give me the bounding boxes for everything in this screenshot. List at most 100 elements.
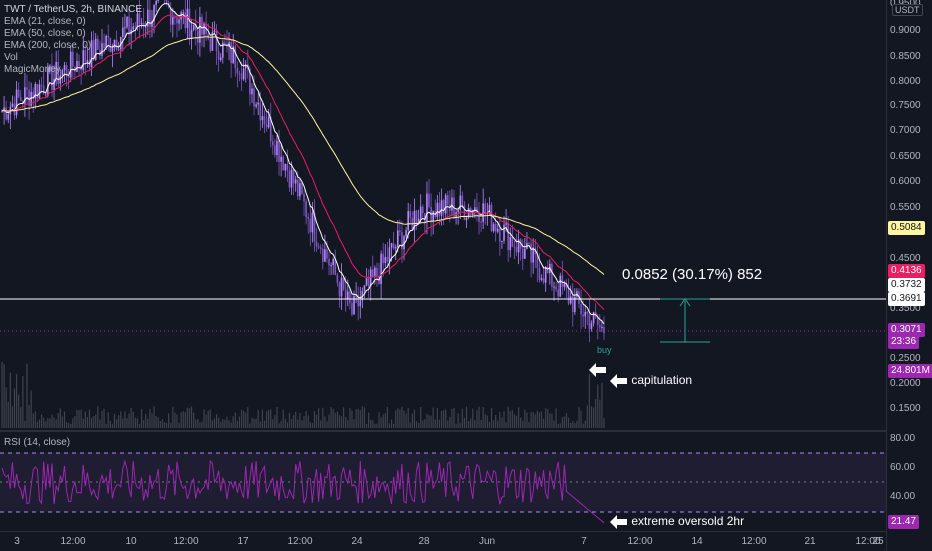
- volume-bar: [126, 418, 128, 428]
- indicator-magicmoney[interactable]: MagicMoney: [4, 64, 61, 75]
- candle-body: [403, 236, 405, 250]
- candle-body: [182, 12, 185, 14]
- candle-body: [521, 248, 524, 259]
- measure-tool[interactable]: [660, 298, 710, 343]
- candle-body: [49, 65, 51, 68]
- volume-bar: [459, 422, 461, 428]
- volume-bar: [322, 407, 324, 428]
- indicator-ema21[interactable]: EMA (21, close, 0): [4, 16, 86, 27]
- candle-body: [405, 230, 407, 237]
- volume-bar: [128, 413, 130, 428]
- candle-body: [351, 303, 353, 315]
- candle-body: [11, 103, 14, 107]
- candle-body: [157, 0, 160, 1]
- volume-bar: [409, 422, 411, 428]
- candle-body: [53, 78, 55, 90]
- volume-bar: [488, 422, 491, 428]
- volume-bar: [136, 418, 138, 428]
- price-tick: 0.5500: [890, 202, 921, 213]
- volume-bar: [40, 414, 43, 428]
- price-tick: 0.8500: [890, 51, 921, 62]
- volume-bar: [26, 363, 28, 428]
- volume-bar: [243, 410, 245, 428]
- time-tick: 12:00: [173, 536, 199, 547]
- volume-bar: [399, 409, 401, 428]
- volume-bar: [507, 406, 509, 428]
- volume-bar: [30, 390, 32, 428]
- volume-bar: [595, 398, 597, 428]
- volume-bar: [597, 384, 599, 428]
- candle-body: [265, 124, 268, 128]
- indicator-ema200[interactable]: EMA (200, close, 0): [4, 40, 92, 51]
- candle-body: [524, 248, 526, 259]
- candle-body: [261, 116, 264, 121]
- volume-bar: [282, 409, 284, 428]
- volume-bar: [436, 408, 438, 428]
- candle-body: [138, 13, 141, 24]
- ema200-price-tag: 0.5084: [888, 221, 925, 235]
- candle-body: [426, 193, 428, 222]
- currency-button[interactable]: USDT: [892, 4, 923, 16]
- candle-body: [384, 256, 387, 264]
- volume-bar: [420, 407, 422, 428]
- volume-bar: [397, 408, 399, 428]
- chart-legend[interactable]: TWT / TetherUS, 2h, BINANCE EMA (21, clo…: [4, 4, 142, 76]
- candle-body: [478, 212, 480, 222]
- candle-body: [249, 68, 251, 95]
- chart-area[interactable]: [0, 0, 886, 531]
- candle-body: [263, 116, 266, 125]
- volume-bar: [3, 364, 5, 428]
- candle-body: [584, 311, 587, 317]
- volume-bar: [478, 406, 480, 428]
- rsi-legend[interactable]: RSI (14, close): [4, 437, 71, 448]
- candle-body: [367, 278, 370, 287]
- candle-body: [274, 145, 276, 155]
- volume-bar: [376, 423, 378, 428]
- candle-body: [176, 17, 178, 24]
- candle-body: [211, 32, 214, 51]
- symbol-title[interactable]: TWT / TetherUS, 2h, BINANCE: [4, 4, 143, 15]
- candle-body: [305, 201, 307, 218]
- volume-bar: [415, 421, 418, 428]
- volume-bar: [484, 413, 486, 428]
- volume-bar: [355, 409, 357, 428]
- candle-body: [546, 266, 549, 274]
- indicator-ema50[interactable]: EMA (50, close, 0): [4, 28, 86, 39]
- candle-body: [142, 22, 145, 27]
- volume-bar: [201, 421, 203, 428]
- volume-bar: [203, 409, 205, 428]
- volume-bar: [45, 421, 47, 428]
- indicator-volume[interactable]: Vol: [4, 52, 18, 63]
- volume-bar: [253, 418, 255, 428]
- candle-body: [324, 249, 326, 262]
- candle-body: [301, 183, 303, 195]
- candle-body: [296, 179, 299, 197]
- volume-bar: [170, 422, 172, 428]
- candle-body: [540, 278, 543, 280]
- volume-bar: [561, 417, 563, 428]
- volume-bar: [15, 373, 18, 428]
- candle-body: [84, 50, 87, 62]
- price-axis[interactable]: 0.9500 0.9000 0.8500 0.8000 0.7500 0.700…: [886, 0, 932, 550]
- candle-body: [582, 314, 584, 317]
- candle-body: [586, 311, 589, 314]
- candle-body: [213, 30, 216, 33]
- volume-bar: [72, 418, 74, 428]
- candle-body: [553, 286, 555, 288]
- candle-body: [17, 89, 20, 98]
- volume-bar: [380, 417, 382, 428]
- candle-body: [82, 50, 85, 71]
- volume-bar: [51, 414, 53, 428]
- candle-body: [257, 102, 260, 105]
- candle-body: [505, 223, 507, 225]
- time-axis[interactable]: 3 12:00 10 12:00 17 12:00 24 28 Jun 7 12…: [0, 531, 886, 551]
- candle-body: [401, 232, 403, 250]
- volume-bar: [86, 417, 89, 428]
- volume-bar: [149, 408, 151, 428]
- candle-body: [192, 24, 195, 30]
- candle-body: [197, 30, 199, 43]
- candle-body: [571, 296, 574, 313]
- candle-body: [178, 19, 180, 24]
- price-tick: 0.9000: [890, 25, 921, 36]
- arrow-left-icon: [610, 514, 627, 529]
